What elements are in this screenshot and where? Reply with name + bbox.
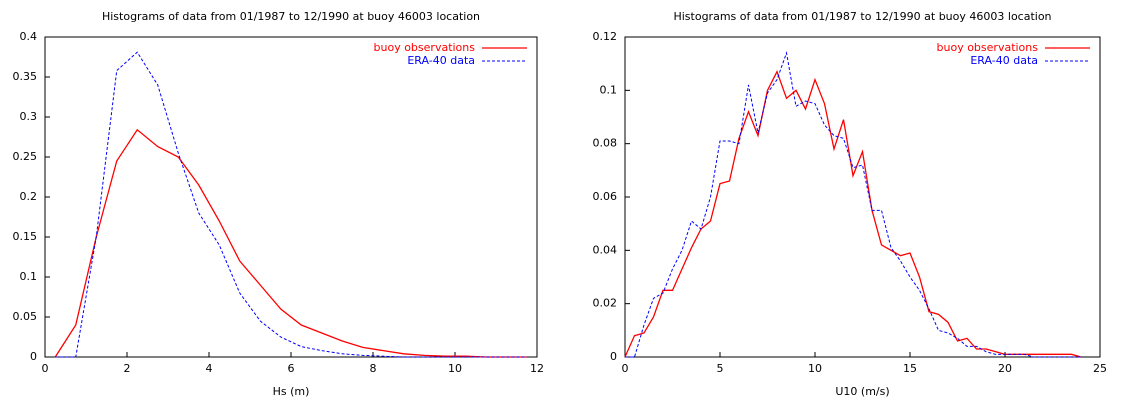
data-line	[54, 128, 527, 358]
x-axis-label: U10 (m/s)	[835, 385, 889, 398]
y-tick-label: 0.05	[13, 310, 38, 323]
y-tick-label: 0.35	[13, 70, 38, 83]
y-tick-label: 0.4	[20, 30, 38, 43]
x-tick-label: 8	[370, 362, 377, 375]
y-tick-label: 0.08	[593, 137, 618, 150]
y-tick-label: 0.3	[20, 110, 38, 123]
x-tick-label: 0	[42, 362, 49, 375]
y-tick-label: 0.1	[600, 83, 618, 96]
legend-label: ERA-40 data	[970, 54, 1038, 67]
x-tick-label: 0	[622, 362, 629, 375]
x-axis-label: Hs (m)	[273, 385, 310, 398]
plot-frame	[44, 36, 538, 358]
x-tick-label: 12	[530, 362, 544, 375]
y-tick-label: 0.06	[593, 190, 618, 203]
data-line	[624, 70, 1082, 358]
data-line	[625, 51, 1081, 358]
legend-label: buoy observations	[374, 41, 476, 54]
x-tick-label: 5	[717, 362, 724, 375]
y-tick-label: 0.25	[13, 150, 38, 163]
x-tick-label: 20	[998, 362, 1012, 375]
y-tick-label: 0.1	[20, 270, 38, 283]
chart-title: Histograms of data from 01/1987 to 12/19…	[673, 10, 1051, 23]
y-tick-label: 0.12	[593, 30, 618, 43]
x-tick-label: 10	[808, 362, 822, 375]
y-tick-label: 0.02	[593, 297, 618, 310]
data-line	[55, 51, 527, 358]
y-tick-label: 0	[30, 350, 37, 363]
y-tick-label: 0.04	[593, 243, 618, 256]
chart-title: Histograms of data from 01/1987 to 12/19…	[102, 10, 480, 23]
y-tick-label: 0	[610, 350, 617, 363]
legend-label: buoy observations	[937, 41, 1039, 54]
plot-frame	[624, 36, 1101, 358]
x-tick-label: 2	[124, 362, 131, 375]
x-tick-label: 25	[1093, 362, 1107, 375]
y-tick-label: 0.2	[20, 190, 38, 203]
x-tick-label: 4	[206, 362, 213, 375]
x-tick-label: 10	[448, 362, 462, 375]
legend-label: ERA-40 data	[407, 54, 475, 67]
x-tick-label: 15	[903, 362, 917, 375]
x-tick-label: 6	[288, 362, 295, 375]
y-tick-label: 0.15	[13, 230, 38, 243]
